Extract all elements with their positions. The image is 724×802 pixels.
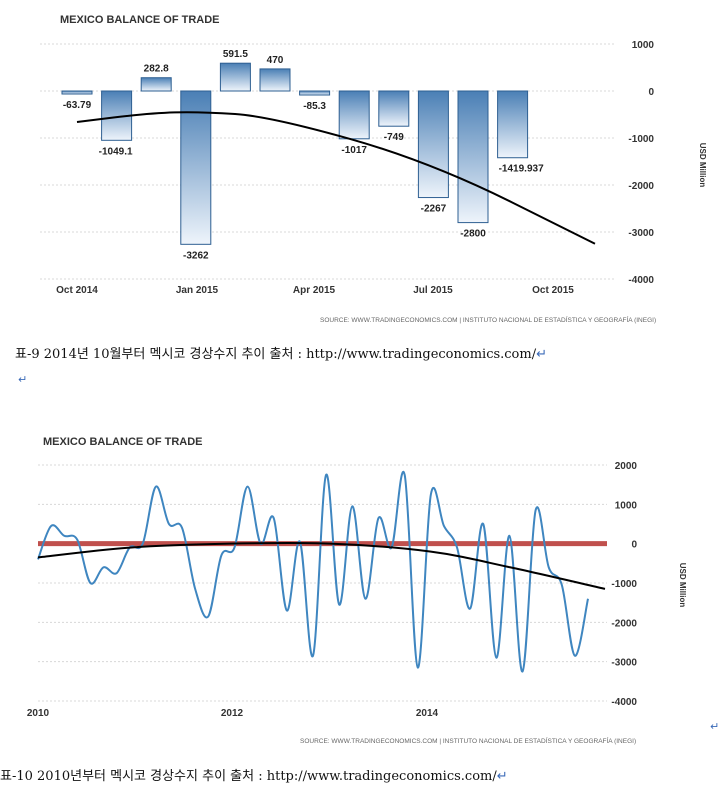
y-tick-label: -1000 xyxy=(611,579,637,590)
y-tick-label: -4000 xyxy=(628,275,654,286)
x-tick-label: Jan 2015 xyxy=(176,285,219,296)
y-tick-labels: 2000 1000 0 -1000 -2000 -3000 -4000 xyxy=(611,461,637,708)
x-tick-label: 2012 xyxy=(221,708,244,719)
x-tick-label: 2014 xyxy=(416,708,439,719)
x-tick-labels: Oct 2014 Jan 2015 Apr 2015 Jul 2015 Oct 2015 xyxy=(56,285,574,296)
chart-title: MEXICO BALANCE OF TRADE xyxy=(43,436,203,448)
caption-text: 표-10 2010년부터 멕시코 경상수지 추이 출처 : http://www… xyxy=(0,769,497,784)
data-label: -749 xyxy=(384,132,404,143)
data-label: -1017 xyxy=(341,145,367,156)
bar xyxy=(457,90,489,224)
y-tick-label: -4000 xyxy=(611,697,637,708)
data-label: -2800 xyxy=(460,229,486,240)
data-label: -3262 xyxy=(183,250,209,261)
trend-line xyxy=(37,541,606,590)
y-tick-label: 1000 xyxy=(615,500,638,511)
trend-line xyxy=(76,111,596,245)
x-tick-label: 2010 xyxy=(27,708,50,719)
data-label: -1419.937 xyxy=(499,164,544,175)
bar xyxy=(61,90,93,95)
bars xyxy=(61,62,529,245)
bar-chart: MEXICO BALANCE OF TRADE -63.79 -1049.1 282… xyxy=(40,14,707,324)
bar xyxy=(378,90,410,127)
bar xyxy=(259,68,291,92)
x-tick-label: Jul 2015 xyxy=(413,285,453,296)
source-note: SOURCE: WWW.TRADINGECONOMICS.COM | INSTI… xyxy=(300,736,636,745)
return-mark: ↵ xyxy=(496,769,508,784)
x-tick-labels: 2010 2012 2014 xyxy=(27,708,439,719)
return-mark: ↵ xyxy=(536,347,547,362)
x-tick-label: Oct 2014 xyxy=(56,285,98,296)
y-tick-label: 2000 xyxy=(615,461,638,472)
data-label: -85.3 xyxy=(303,101,326,112)
x-tick-label: Apr 2015 xyxy=(293,285,336,296)
y-tick-label: -3000 xyxy=(628,228,654,239)
bar xyxy=(417,90,449,199)
bar xyxy=(219,62,251,92)
x-tick-label: Oct 2015 xyxy=(532,285,574,296)
data-label: 591.5 xyxy=(223,49,248,60)
data-label: -1049.1 xyxy=(99,146,133,157)
bar xyxy=(140,77,172,92)
value-labels: -63.79 -1049.1 282.8 -3262 591.5 470 -85.3 -101… xyxy=(63,49,544,261)
y-tick-label: 0 xyxy=(631,540,637,551)
y-tick-label: -1000 xyxy=(628,134,654,145)
bar xyxy=(180,90,212,245)
chart-title: MEXICO BALANCE OF TRADE xyxy=(60,14,220,26)
y-tick-label: 1000 xyxy=(632,40,655,51)
y-tick-label: -2000 xyxy=(628,181,654,192)
y-tick-label: 0 xyxy=(648,87,654,98)
caption-table-9: 표-9 2014년 10월부터 멕시코 경상수지 추이 출처 : http://… xyxy=(15,343,547,362)
data-label: 282.8 xyxy=(144,64,169,75)
line-chart: MEXICO BALANCE OF TRADE 2000 1000 0 -1000 -2… xyxy=(27,436,719,745)
series-line xyxy=(37,470,589,673)
paragraph-mark: ↵ xyxy=(18,373,28,386)
bar xyxy=(299,90,331,96)
caption-text: 표-9 2014년 10월부터 멕시코 경상수지 추이 출처 : http://… xyxy=(15,347,537,362)
data-label: 470 xyxy=(267,55,284,66)
bar xyxy=(338,90,370,140)
y-axis-label: USD Million xyxy=(698,143,707,188)
caption-table-10: 표-10 2010년부터 멕시코 경상수지 추이 출처 : http://www… xyxy=(0,765,508,784)
bar xyxy=(497,90,529,159)
y-axis-label: USD Million xyxy=(678,563,687,608)
source-note: SOURCE: WWW.TRADINGECONOMICS.COM | INSTI… xyxy=(320,315,656,324)
y-tick-label: -2000 xyxy=(611,618,637,629)
data-label: -63.79 xyxy=(63,100,92,111)
y-tick-labels: 1000 0 -1000 -2000 -3000 -4000 xyxy=(628,40,654,286)
grid xyxy=(40,43,615,280)
data-label: -2267 xyxy=(421,204,447,215)
return-mark: ↵ xyxy=(710,720,719,733)
y-tick-label: -3000 xyxy=(611,658,637,669)
